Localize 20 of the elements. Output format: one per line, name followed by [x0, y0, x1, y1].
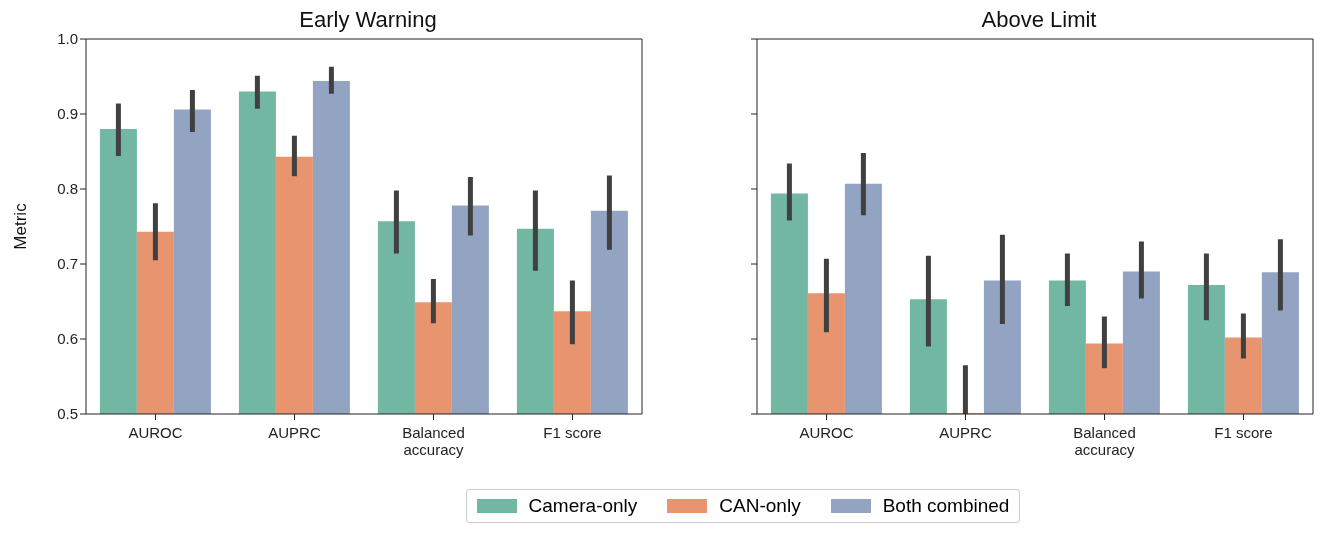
y-axis-title: Metric: [11, 202, 31, 250]
x-tick-label: F1 score: [543, 424, 602, 441]
legend-label: CAN-only: [719, 495, 801, 517]
y-tick-label: 0.8: [57, 180, 78, 198]
chart-title: Early Warning: [298, 7, 438, 32]
x-tick-label: AUROC: [799, 424, 854, 441]
y-tick-label: 0.9: [57, 105, 78, 123]
y-tick-label: 0.6: [57, 330, 78, 348]
legend-label: Camera-only: [528, 495, 638, 517]
x-tick-label: AUPRC: [268, 424, 321, 441]
chart-title: Above Limit: [980, 7, 1098, 32]
y-tick-label: 0.7: [57, 255, 78, 273]
x-tick-label: AUPRC: [939, 424, 992, 441]
x-tick-label: Balanced accuracy: [402, 424, 465, 458]
x-tick-label: Balanced accuracy: [1073, 424, 1136, 458]
legend-label: Both combined: [882, 495, 1010, 517]
x-tick-label: AUROC: [128, 424, 183, 441]
y-tick-label: 1.0: [57, 30, 78, 48]
y-tick-label: 0.5: [57, 405, 78, 423]
x-tick-label: F1 score: [1214, 424, 1273, 441]
